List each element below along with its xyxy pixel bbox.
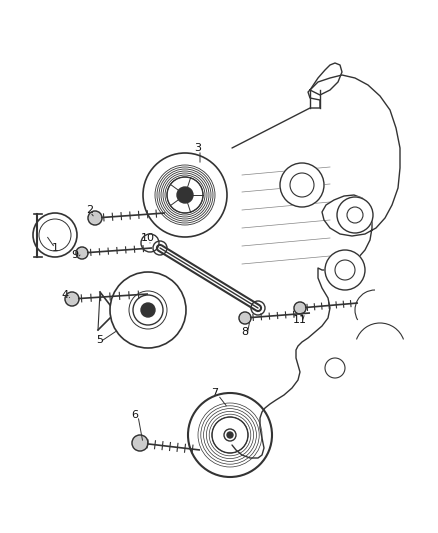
Text: 3: 3	[194, 143, 201, 153]
Text: 6: 6	[131, 410, 138, 420]
Circle shape	[66, 293, 78, 305]
Circle shape	[325, 358, 345, 378]
Circle shape	[227, 432, 233, 438]
Circle shape	[240, 313, 250, 323]
Text: 9: 9	[71, 250, 78, 260]
Circle shape	[77, 248, 87, 258]
Text: 1: 1	[52, 243, 59, 253]
Polygon shape	[310, 63, 342, 95]
Circle shape	[325, 250, 365, 290]
Text: 7: 7	[212, 388, 219, 398]
Text: 5: 5	[96, 335, 103, 345]
Text: 10: 10	[141, 233, 155, 243]
Circle shape	[295, 303, 305, 313]
Circle shape	[141, 303, 155, 317]
Circle shape	[89, 212, 101, 224]
Circle shape	[280, 163, 324, 207]
Text: 8: 8	[241, 327, 248, 337]
Text: 2: 2	[86, 205, 94, 215]
Text: 11: 11	[293, 315, 307, 325]
Polygon shape	[232, 75, 400, 458]
Text: 4: 4	[61, 290, 69, 300]
Circle shape	[337, 197, 373, 233]
Circle shape	[177, 187, 193, 203]
Circle shape	[133, 436, 147, 450]
